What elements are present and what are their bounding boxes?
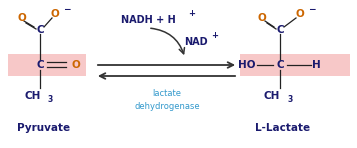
Text: C: C (276, 60, 284, 70)
Text: O: O (258, 13, 266, 23)
Text: +: + (188, 9, 196, 18)
Text: Pyruvate: Pyruvate (17, 123, 71, 133)
Text: NAD: NAD (184, 37, 208, 47)
Text: L-Lactate: L-Lactate (256, 123, 311, 133)
Text: lactate
dehydrogenase: lactate dehydrogenase (134, 89, 200, 111)
Text: C: C (36, 25, 44, 35)
Text: NADH + H: NADH + H (121, 15, 175, 25)
FancyBboxPatch shape (8, 54, 86, 76)
Text: −: − (308, 5, 316, 15)
Text: O: O (17, 13, 26, 23)
Text: +: + (211, 32, 218, 41)
Text: C: C (36, 60, 44, 70)
Text: CH: CH (25, 91, 41, 101)
Text: H: H (312, 60, 320, 70)
Text: O: O (72, 60, 80, 70)
Text: CH: CH (264, 91, 280, 101)
Text: 3: 3 (47, 95, 52, 104)
Text: 3: 3 (287, 95, 293, 104)
Text: O: O (51, 9, 59, 19)
Text: HO: HO (238, 60, 256, 70)
FancyBboxPatch shape (240, 54, 350, 76)
Text: O: O (296, 9, 305, 19)
Text: −: − (63, 5, 71, 15)
Text: C: C (276, 25, 284, 35)
